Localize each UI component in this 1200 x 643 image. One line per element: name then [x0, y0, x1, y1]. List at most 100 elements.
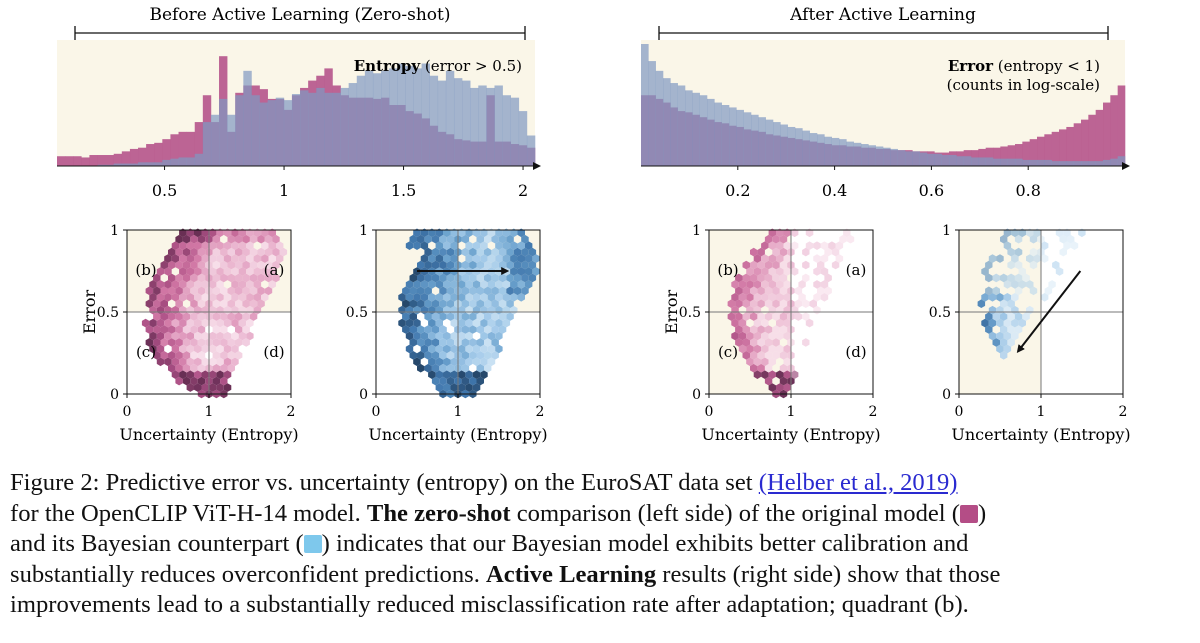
hexbin-cell: [443, 228, 451, 238]
hexbin-cell: [513, 273, 522, 283]
hexbin-cell: [738, 318, 747, 328]
hexbin-cell: [1000, 273, 1008, 283]
hexbin-cell: [435, 228, 443, 238]
hexbin-cell: [472, 344, 481, 354]
hist-bar-bayesian: [978, 157, 986, 166]
hist-bar-bayesian: [413, 68, 422, 166]
hexbin-cell: [231, 318, 239, 328]
hexbin-cell: [491, 247, 499, 257]
hexbin-cell: [996, 293, 1004, 302]
hexbin-cell: [242, 338, 250, 347]
y-tick-label: 0.5: [929, 305, 951, 321]
hexbin-cell: [420, 228, 429, 238]
hexbin-cell: [476, 234, 484, 244]
hexbin-cell: [469, 338, 477, 347]
hexbin-cell: [417, 234, 425, 244]
hexbin-cell: [216, 280, 224, 289]
hexbin-cell: [457, 370, 466, 379]
hexbin-cell: [443, 293, 451, 302]
hexbin-cell: [164, 318, 172, 328]
hexbin-cell: [164, 267, 172, 276]
hexbin-cell: [238, 293, 247, 302]
quadrant-label-a: (a): [264, 261, 285, 279]
hexbin-cell: [175, 338, 183, 347]
hexbin-cell: [750, 286, 758, 296]
hexbin-cell: [742, 351, 750, 360]
hexbin-cell: [428, 331, 436, 341]
hexbin-cell: [465, 228, 473, 238]
hexbin-cell: [768, 293, 776, 302]
hist-bar-bayesian: [795, 128, 803, 166]
y-tick-label: 1: [110, 223, 119, 239]
hexbin-cell: [772, 286, 780, 296]
citation-link[interactable]: (Helber et al., 2019): [758, 469, 958, 496]
hexbin-cell: [220, 338, 228, 347]
hexbin-cell: [249, 299, 258, 308]
hexbin-cell: [261, 241, 269, 250]
hist-bar-bayesian: [348, 83, 358, 166]
hexbin-cell: [472, 357, 481, 367]
hexbin-cell: [171, 331, 180, 341]
hexbin-cell: [450, 331, 458, 341]
hexbin-cell: [435, 357, 443, 367]
hexbin-cell: [813, 280, 821, 289]
hist-bar-bayesian: [1000, 158, 1008, 166]
hexbin-cell: [1003, 318, 1012, 328]
hexbin-cell: [201, 254, 209, 263]
hexbin-cell: [779, 312, 788, 321]
hexbin-cell: [405, 241, 414, 250]
tick-label: 0.8: [1015, 181, 1040, 200]
hexbin-cell: [190, 247, 198, 257]
hist-bar-original: [73, 156, 82, 166]
hexbin-cell: [182, 325, 191, 334]
hist-bar-bayesian: [824, 136, 832, 166]
hist-bar-bayesian: [1051, 161, 1060, 166]
hexbin-cell: [431, 260, 440, 270]
hexbin-cell: [153, 273, 161, 283]
hexbin-cell: [813, 254, 821, 263]
hexbin-cell: [212, 247, 221, 257]
hexbin-cell: [272, 234, 280, 244]
entropy-histogram: Entropy (error > 0.5) 0.5 1 1.5 2: [57, 40, 541, 200]
hexbin-cell: [227, 312, 235, 321]
hexbin-cell: [506, 234, 514, 244]
hexbin-cell: [746, 357, 754, 367]
hexbin-cell: [164, 357, 172, 367]
hist-bar-bayesian: [129, 163, 139, 166]
hexbin-cell: [472, 318, 481, 328]
hexbin-cell: [1003, 228, 1012, 238]
hexbin-cell: [469, 260, 477, 270]
hexbin-cell: [469, 286, 477, 296]
hexbin-cell: [249, 273, 258, 283]
hexbin-cell: [435, 254, 443, 263]
hexbin-cell: [484, 299, 492, 308]
hexbin-cell: [764, 376, 773, 386]
hexbin-cell: [1003, 280, 1012, 289]
hexbin-cell: [1040, 293, 1049, 302]
hexbin-cell: [179, 241, 187, 250]
scatter-zero-shot-bayesian: 1 0.5 00 1 2 Uncertainty (Entropy): [346, 223, 548, 444]
hist-bar-original: [1110, 95, 1118, 166]
hexbin-cell: [246, 280, 254, 289]
hexbin-cell: [750, 260, 758, 270]
hist-bar-original: [978, 148, 986, 166]
hexbin-cell: [476, 247, 484, 257]
hexbin-cell: [783, 370, 791, 379]
tick-label: 0.6: [919, 181, 944, 200]
hexbin-cell: [783, 383, 791, 392]
hexbin-cell: [498, 325, 507, 334]
hexbin-cell: [790, 228, 799, 238]
hist-bar-bayesian: [963, 156, 972, 166]
hist-bar-bayesian: [971, 157, 979, 166]
hist-bar-bayesian: [927, 153, 935, 166]
hexbin-cell: [457, 293, 466, 302]
hexbin-cell: [197, 299, 206, 308]
hexbin-cell: [750, 338, 758, 347]
hexbin-cell: [216, 318, 224, 328]
entropy-histogram-ticks: 0.5 1 1.5 2: [152, 166, 528, 200]
hexbin-cell: [257, 273, 265, 283]
hist-bar-bayesian: [332, 92, 341, 166]
svg-text:Before Active Learning (Zero-s: Before Active Learning (Zero-shot): [149, 5, 450, 25]
hexbin-cell: [253, 280, 262, 289]
hexbin-cell: [746, 280, 754, 289]
